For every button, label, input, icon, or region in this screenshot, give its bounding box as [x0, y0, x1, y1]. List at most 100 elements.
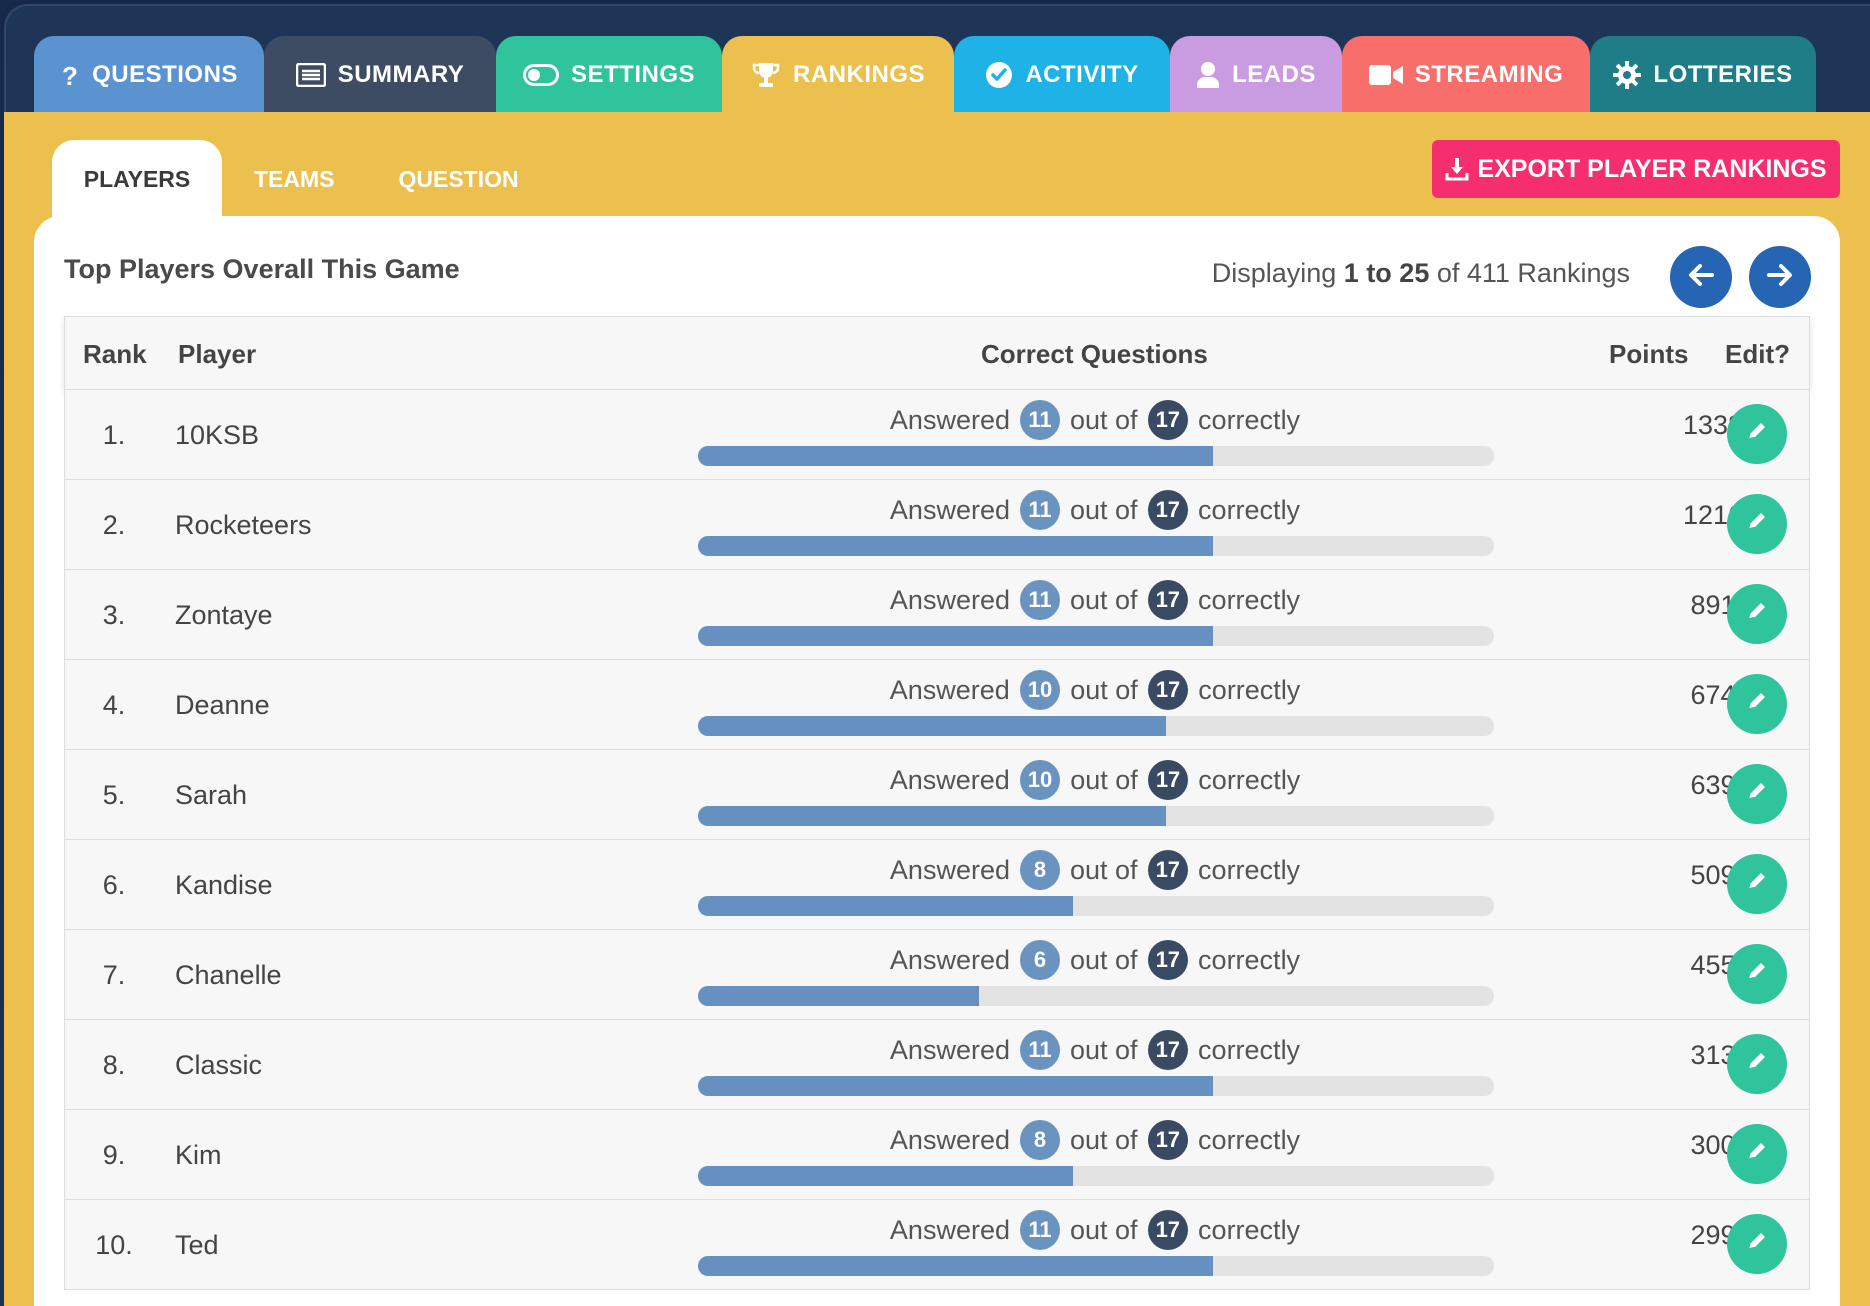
pencil-icon	[1745, 509, 1769, 540]
progress-bar	[698, 896, 1494, 916]
total-count-badge: 17	[1147, 1210, 1189, 1250]
tab-streaming[interactable]: STREAMING	[1342, 36, 1590, 112]
correct-count-badge: 11	[1020, 580, 1060, 620]
answered-label: Answered	[889, 404, 1010, 435]
correctly-label: correctly	[1198, 854, 1301, 885]
answered-summary: Answered 11 out of 17 correctly	[695, 400, 1495, 440]
gear-icon	[1613, 61, 1642, 89]
rank-cell: 1.	[102, 420, 126, 450]
tab-label: QUESTIONS	[92, 61, 238, 88]
export-label: EXPORT PLAYER RANKINGS	[1477, 154, 1827, 183]
total-count-badge: 17	[1147, 400, 1189, 440]
tab-label: ACTIVITY	[1025, 61, 1139, 88]
column-correct-questions: Correct Questions	[981, 339, 1208, 369]
out-of-label: out of	[1070, 1034, 1138, 1065]
edit-button[interactable]	[1727, 674, 1787, 734]
correctly-label: correctly	[1198, 674, 1301, 705]
edit-button[interactable]	[1727, 1124, 1787, 1184]
edit-button[interactable]	[1727, 404, 1787, 464]
progress-fill	[698, 626, 1214, 646]
answered-label: Answered	[889, 1214, 1010, 1245]
total-count-badge: 17	[1147, 1120, 1189, 1160]
correctly-label: correctly	[1198, 764, 1301, 795]
ranking-subtabs: PLAYERS TEAMS QUESTION	[52, 140, 551, 218]
progress-fill	[698, 446, 1214, 466]
edit-button[interactable]	[1727, 764, 1787, 824]
progress-bar	[698, 1076, 1494, 1096]
progress-fill	[698, 716, 1167, 736]
player-name: Kim	[175, 1140, 222, 1170]
table-row: 3. Zontaye Answered 11 out of 17 correct…	[64, 570, 1810, 660]
out-of-label: out of	[1070, 944, 1138, 975]
edit-button[interactable]	[1727, 494, 1787, 554]
tab-label: RANKINGS	[792, 61, 925, 88]
subtab-players[interactable]: PLAYERS	[52, 140, 222, 218]
rank-cell: 6.	[102, 870, 126, 900]
player-name: Kandise	[175, 870, 273, 900]
next-page-button[interactable]	[1749, 246, 1811, 308]
tab-leads[interactable]: LEADS	[1170, 36, 1342, 112]
tab-settings[interactable]: SETTINGS	[496, 36, 722, 112]
progress-fill	[698, 896, 1073, 916]
correctly-label: correctly	[1198, 944, 1301, 975]
user-icon	[1196, 61, 1220, 89]
question-icon: ?	[60, 62, 80, 88]
progress-fill	[698, 1256, 1214, 1276]
table-row: 1. 10KSB Answered 11 out of 17 correctly…	[64, 390, 1810, 480]
column-player: Player	[178, 339, 257, 369]
column-points: Points	[1609, 339, 1689, 369]
answered-summary: Answered 10 out of 17 correctly	[695, 760, 1495, 800]
total-count-badge: 17	[1147, 490, 1189, 530]
toggle-icon	[522, 64, 559, 86]
progress-bar	[698, 716, 1494, 736]
tab-lotteries[interactable]: LOTTERIES	[1590, 36, 1816, 112]
progress-bar	[698, 806, 1494, 826]
tab-summary[interactable]: SUMMARY	[264, 36, 496, 112]
correctly-label: correctly	[1198, 584, 1301, 615]
edit-button[interactable]	[1727, 854, 1787, 914]
edit-button[interactable]	[1727, 1214, 1787, 1274]
total-count-badge: 17	[1147, 850, 1189, 890]
edit-button[interactable]	[1727, 1034, 1787, 1094]
out-of-label: out of	[1070, 1124, 1138, 1155]
pencil-icon	[1745, 1229, 1769, 1260]
answered-label: Answered	[889, 944, 1010, 975]
answered-summary: Answered 11 out of 17 correctly	[695, 1030, 1495, 1070]
subtab-teams[interactable]: TEAMS	[254, 165, 335, 192]
player-name: Sarah	[175, 780, 248, 810]
table-row: 8. Classic Answered 11 out of 17 correct…	[64, 1020, 1810, 1110]
column-rank: Rank	[83, 339, 147, 369]
total-count-badge: 17	[1147, 670, 1189, 710]
player-name: Ted	[175, 1230, 219, 1260]
total-count-badge: 17	[1147, 580, 1189, 620]
correct-count-badge: 8	[1020, 1120, 1060, 1160]
tab-rankings[interactable]: RANKINGS	[722, 36, 954, 112]
export-player-rankings-button[interactable]: EXPORT PLAYER RANKINGS	[1432, 140, 1840, 198]
progress-fill	[698, 806, 1167, 826]
progress-fill	[698, 1076, 1214, 1096]
column-edit: Edit?	[1725, 339, 1790, 369]
correct-count-badge: 10	[1019, 670, 1061, 710]
correctly-label: correctly	[1198, 1034, 1301, 1065]
pencil-icon	[1745, 869, 1769, 900]
rank-cell: 10.	[95, 1230, 133, 1260]
tab-activity[interactable]: ACTIVITY	[954, 36, 1170, 112]
edit-button[interactable]	[1727, 944, 1787, 1004]
previous-page-button[interactable]	[1670, 246, 1732, 308]
subtab-question[interactable]: QUESTION	[398, 165, 519, 192]
arrow-left-icon	[1688, 263, 1714, 292]
svg-text:?: ?	[62, 62, 78, 88]
edit-button[interactable]	[1727, 584, 1787, 644]
progress-bar	[698, 446, 1494, 466]
out-of-label: out of	[1070, 494, 1138, 525]
player-name: Classic	[175, 1050, 263, 1080]
table-row: 5. Sarah Answered 10 out of 17 correctly…	[64, 750, 1810, 840]
tab-label: SUMMARY	[337, 61, 465, 88]
pencil-icon	[1745, 959, 1769, 990]
rank-cell: 8.	[102, 1050, 126, 1080]
tab-questions[interactable]: ? QUESTIONS	[34, 36, 264, 112]
out-of-label: out of	[1070, 674, 1138, 705]
player-name: 10KSB	[175, 420, 260, 450]
progress-bar	[698, 626, 1494, 646]
table-header: Rank Player Correct Questions Points Edi…	[64, 316, 1810, 390]
